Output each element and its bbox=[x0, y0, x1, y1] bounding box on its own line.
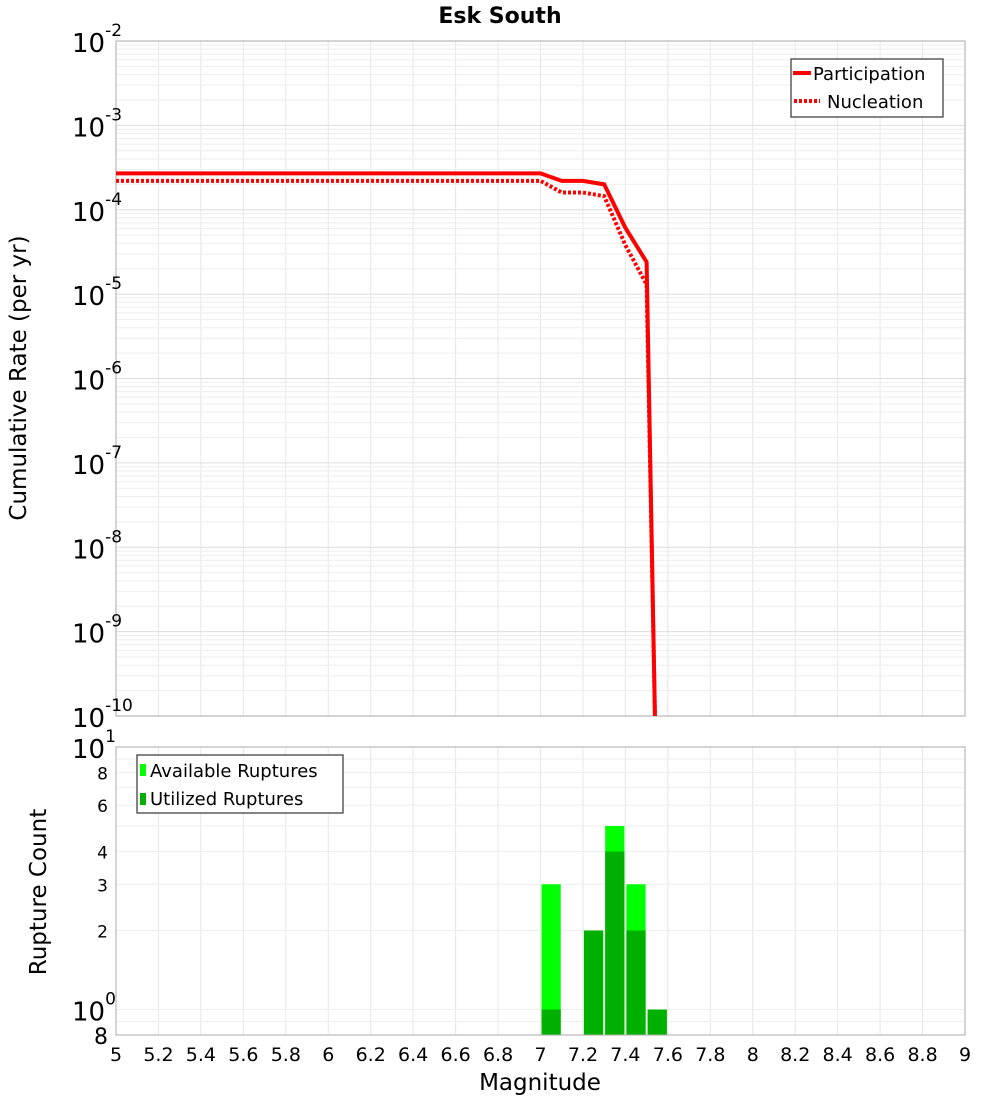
bottom-legend: Available Ruptures Utilized Ruptures bbox=[136, 754, 344, 814]
x-ticks: 5 5.2 5.4 5.6 5.8 6 6.2 6.4 6.6 6.8 7 7.2 7.4 7.6 7.8 8… bbox=[110, 1044, 971, 1066]
top-y-tick-label: 10-9 bbox=[72, 612, 122, 650]
bottom-y-axis-label: Rupture Count bbox=[26, 809, 52, 975]
x-tick-label: 7.4 bbox=[610, 1044, 640, 1066]
legend-nucleation: Nucleation bbox=[827, 92, 923, 113]
top-y-tick-label: 10-7 bbox=[72, 443, 122, 481]
top-y-tick-label: 10-3 bbox=[72, 105, 122, 143]
legend-utilized: Utilized Ruptures bbox=[150, 789, 303, 810]
top-y-axis-label: Cumulative Rate (per yr) bbox=[6, 235, 32, 520]
bottom-y-tick-label: 3 bbox=[97, 876, 108, 896]
top-y-tick-label: 10-2 bbox=[72, 21, 122, 59]
top-y-tick-label: 10-6 bbox=[72, 359, 122, 397]
x-tick-label: 5 bbox=[110, 1044, 122, 1066]
chart-title: Esk South bbox=[438, 4, 561, 29]
x-tick-label: 6.2 bbox=[356, 1044, 386, 1066]
x-tick-label: 8.2 bbox=[780, 1044, 810, 1066]
nucleation-line bbox=[116, 178, 657, 716]
bottom-y-tick-label: 8 bbox=[97, 764, 108, 784]
top-y-tick-label: 10-8 bbox=[72, 527, 122, 565]
top-plot: 10-2 10-3 10-4 10-5 10-6 10-7 10-8 10-9 10-10 Cu… bbox=[6, 21, 966, 734]
x-tick-label: 7.8 bbox=[695, 1044, 725, 1066]
x-tick-label: 5.8 bbox=[271, 1044, 301, 1066]
x-tick-label: 6.4 bbox=[398, 1044, 428, 1066]
top-y-tick-label: 10-5 bbox=[72, 274, 122, 312]
x-tick-label: 9 bbox=[959, 1044, 971, 1066]
utilized-bar bbox=[541, 1009, 561, 1035]
top-series-lines bbox=[116, 171, 657, 716]
x-tick-label: 6 bbox=[322, 1044, 334, 1066]
bottom-y-tick-label: 4 bbox=[97, 843, 108, 863]
utilized-bar bbox=[605, 851, 625, 1035]
x-tick-label: 7.2 bbox=[568, 1044, 598, 1066]
top-y-tick-label: 10-4 bbox=[72, 190, 122, 228]
top-y-tick-label: 10-10 bbox=[72, 696, 133, 734]
bottom-y-tick-label: 6 bbox=[97, 797, 108, 817]
x-tick-label: 5.6 bbox=[228, 1044, 258, 1066]
x-tick-label: 7.6 bbox=[653, 1044, 683, 1066]
x-axis-label: Magnitude bbox=[479, 1070, 601, 1096]
x-tick-label: 6.8 bbox=[483, 1044, 513, 1066]
bottom-y-tick-major: 100 bbox=[72, 990, 116, 1028]
top-legend: Participation Nucleation bbox=[790, 58, 944, 118]
utilized-bar bbox=[626, 930, 646, 1035]
available-legend-swatch bbox=[140, 764, 146, 776]
utilized-legend-swatch bbox=[140, 793, 146, 805]
x-tick-label: 8.8 bbox=[907, 1044, 937, 1066]
participation-line bbox=[116, 171, 657, 716]
utilized-bar bbox=[583, 930, 604, 1035]
x-tick-label: 7 bbox=[534, 1044, 546, 1066]
legend-participation: Participation bbox=[813, 64, 925, 85]
bottom-y-tick-label: 8 bbox=[94, 1025, 108, 1050]
legend-available: Available Ruptures bbox=[150, 761, 318, 782]
top-grid bbox=[115, 41, 966, 717]
x-tick-label: 8.4 bbox=[823, 1044, 853, 1066]
x-tick-label: 8 bbox=[747, 1044, 759, 1066]
x-tick-label: 8.6 bbox=[865, 1044, 895, 1066]
bottom-bars bbox=[541, 826, 667, 1035]
utilized-bar bbox=[647, 1009, 667, 1035]
x-tick-label: 5.2 bbox=[143, 1044, 173, 1066]
available-bar bbox=[541, 884, 561, 1035]
bottom-y-tick-label: 2 bbox=[97, 923, 108, 943]
x-tick-label: 6.6 bbox=[440, 1044, 470, 1066]
x-tick-label: 5.4 bbox=[186, 1044, 216, 1066]
